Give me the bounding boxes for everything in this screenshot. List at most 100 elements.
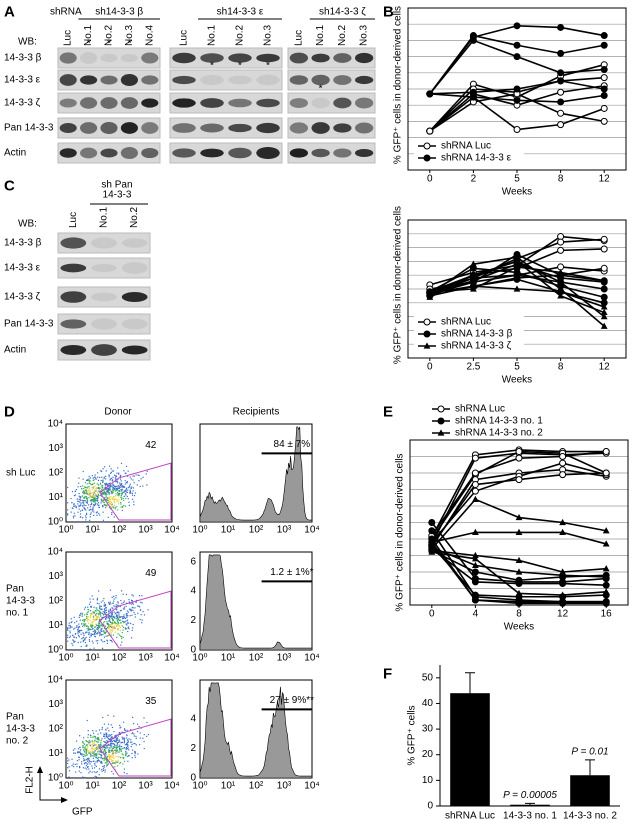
dot: [125, 613, 127, 615]
dot: [119, 635, 122, 637]
dot: [73, 641, 75, 643]
dot: [89, 500, 92, 502]
dot: [97, 487, 99, 490]
dot: [101, 505, 104, 507]
dot: [110, 734, 112, 736]
dot: [122, 626, 125, 628]
dot: [119, 727, 121, 729]
dot: [87, 741, 89, 743]
dot: [105, 478, 107, 480]
dot: [71, 621, 73, 623]
dot: [136, 484, 138, 486]
dot: [94, 754, 96, 756]
marker: [559, 568, 566, 575]
dot: [116, 615, 118, 617]
dot: [120, 489, 122, 491]
dot: [132, 603, 134, 605]
dot: [117, 490, 120, 492]
dot: [103, 487, 105, 489]
blot-band: [100, 122, 118, 134]
dot: [84, 606, 86, 608]
dot: [143, 614, 146, 616]
dot: [110, 737, 113, 739]
dot: [103, 499, 105, 501]
dot: [95, 757, 97, 759]
marker: [471, 575, 479, 583]
dot: [87, 617, 89, 619]
blot-band: [333, 123, 352, 133]
dot: [105, 498, 107, 500]
marker: [513, 285, 521, 292]
dot: [90, 496, 92, 498]
dot: [79, 615, 81, 617]
dot: [92, 736, 94, 738]
dot: [132, 627, 134, 629]
dot: [102, 519, 105, 521]
marker: [515, 568, 523, 575]
marker: [471, 568, 479, 576]
dot: [130, 492, 132, 494]
dot: [134, 756, 136, 758]
dot: [105, 507, 107, 509]
hist-y-tick: 4: [190, 714, 196, 725]
marker: [559, 453, 567, 460]
dot: [142, 485, 144, 487]
dot: [82, 500, 85, 502]
dot: [91, 621, 93, 623]
dot: [101, 758, 104, 760]
dot: [110, 496, 112, 498]
legend-label: shRNA Luc: [441, 317, 491, 328]
dot: [92, 747, 94, 749]
dot: [67, 629, 69, 631]
dot: [124, 616, 126, 618]
dot: [87, 750, 89, 752]
blot-band: [289, 148, 309, 158]
dot: [80, 485, 82, 488]
dot: [96, 755, 98, 757]
y-axis-label: % GFP⁺ cells in donor-derived cells: [393, 6, 404, 164]
dot: [103, 636, 106, 638]
dot: [75, 740, 78, 742]
dot: [88, 629, 90, 631]
dot: [71, 626, 73, 628]
dot: [113, 754, 115, 756]
dot: [102, 468, 104, 470]
wb-label: WB:: [18, 219, 37, 230]
dot: [143, 733, 145, 736]
dot: [98, 607, 101, 609]
dot: [95, 748, 97, 750]
dot: [90, 743, 92, 746]
dot: [123, 617, 125, 619]
marker: [428, 548, 436, 555]
dot: [86, 768, 88, 770]
blot-band: [59, 52, 77, 64]
dot: [126, 752, 128, 754]
dot: [109, 751, 111, 753]
dot: [110, 501, 113, 504]
y-tick-label: 10²: [49, 596, 64, 607]
lane-label: No.2: [337, 24, 348, 46]
dot: [131, 743, 133, 745]
dot: [123, 614, 125, 616]
marker: [557, 69, 565, 77]
lane-label: No.2: [235, 24, 246, 46]
dot: [75, 771, 77, 773]
dot: [110, 747, 112, 749]
dot: [115, 481, 117, 483]
dot: [88, 632, 90, 634]
error-bar: [525, 802, 535, 805]
dot: [90, 748, 92, 750]
asterisk: *: [127, 39, 131, 50]
dot: [131, 752, 133, 755]
dot: [109, 503, 111, 505]
dot: [102, 768, 105, 770]
marker: [515, 448, 523, 456]
dot: [99, 622, 101, 624]
dot: [90, 512, 92, 514]
dot: [84, 486, 87, 489]
dot: [84, 507, 86, 510]
dot: [121, 488, 123, 490]
dot: [81, 763, 83, 765]
dot: [96, 617, 98, 619]
dot: [110, 613, 112, 615]
